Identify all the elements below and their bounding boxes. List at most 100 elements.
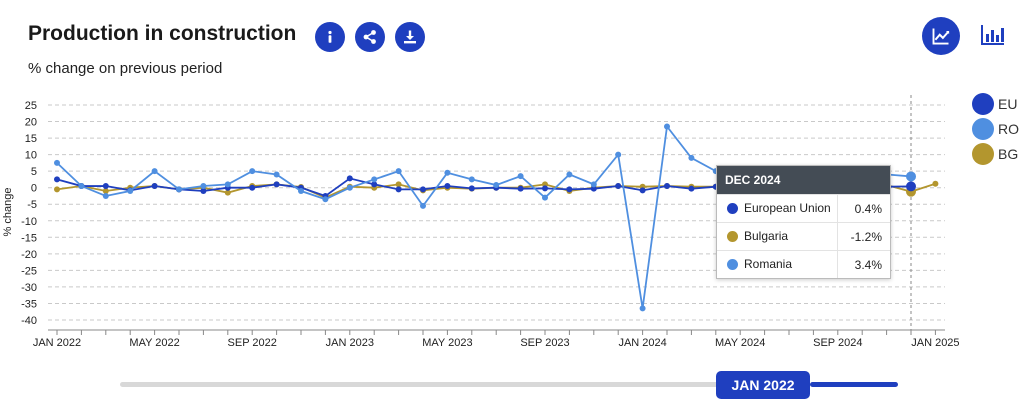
data-point-ro[interactable] bbox=[151, 168, 158, 175]
legend-marker-eu bbox=[972, 93, 994, 115]
x-tick-label: SEP 2022 bbox=[228, 337, 277, 349]
y-tick-label: 15 bbox=[25, 133, 37, 145]
data-point-ro[interactable] bbox=[639, 305, 646, 312]
data-point-ro[interactable] bbox=[688, 154, 695, 161]
data-point-ro[interactable] bbox=[273, 171, 280, 178]
bar-chart-icon bbox=[981, 25, 1004, 45]
data-point-eu[interactable] bbox=[346, 175, 353, 182]
data-point-ro[interactable] bbox=[493, 182, 500, 189]
data-point-eu[interactable] bbox=[273, 181, 280, 188]
data-point-eu[interactable] bbox=[54, 176, 60, 183]
data-point-bg[interactable] bbox=[102, 188, 109, 194]
download-button[interactable] bbox=[395, 22, 425, 52]
data-point-bg[interactable] bbox=[54, 186, 60, 193]
bar-view-button[interactable] bbox=[980, 22, 1006, 48]
data-point-eu[interactable] bbox=[517, 185, 524, 192]
data-point-eu[interactable] bbox=[468, 185, 475, 192]
data-point-ro[interactable] bbox=[371, 176, 378, 183]
x-tick-label: MAY 2023 bbox=[422, 337, 472, 349]
data-point-eu[interactable] bbox=[542, 185, 548, 192]
data-point-ro[interactable] bbox=[200, 183, 207, 190]
data-point-eu[interactable] bbox=[371, 181, 378, 188]
data-point-ro[interactable] bbox=[590, 181, 597, 188]
data-point-ro[interactable] bbox=[517, 173, 524, 180]
data-point-eu[interactable] bbox=[664, 183, 670, 190]
data-point-ro[interactable] bbox=[542, 194, 548, 201]
tooltip: DEC 2024 European Union 0.4% Bulgaria -1… bbox=[716, 165, 891, 279]
data-point-ro[interactable] bbox=[346, 184, 353, 191]
legend-label-eu: EU bbox=[998, 96, 1018, 112]
x-tick-label: JAN 2022 bbox=[33, 337, 81, 349]
data-point-eu[interactable] bbox=[249, 184, 256, 191]
data-point-bg[interactable] bbox=[224, 189, 231, 196]
data-point-eu[interactable] bbox=[688, 185, 695, 192]
tooltip-marker-eu bbox=[727, 203, 738, 214]
data-point-eu[interactable] bbox=[420, 186, 426, 193]
share-button[interactable] bbox=[355, 22, 385, 52]
data-point-eu[interactable] bbox=[444, 183, 451, 190]
y-tick-label: 0 bbox=[31, 183, 37, 195]
data-point-ro[interactable] bbox=[54, 159, 60, 166]
data-point-ro[interactable] bbox=[298, 188, 304, 194]
y-tick-label: -5 bbox=[27, 199, 37, 211]
y-tick-label: -10 bbox=[21, 216, 37, 228]
x-tick-label: JAN 2024 bbox=[618, 337, 666, 349]
y-tick-label: 10 bbox=[25, 150, 37, 162]
time-slider-track[interactable] bbox=[120, 382, 720, 387]
data-point-ro[interactable] bbox=[78, 183, 85, 190]
line-chart-icon bbox=[932, 28, 950, 45]
data-point-eu[interactable] bbox=[151, 183, 158, 190]
x-tick-label: MAY 2024 bbox=[715, 337, 765, 349]
data-point-ro[interactable] bbox=[566, 171, 573, 178]
axis-layer: 25 20 15 10 5 0 -5 -10 -15 -20 -25 -30 -35 -40 JAN 202… bbox=[21, 95, 960, 349]
y-axis-label: % change bbox=[2, 188, 14, 237]
data-point-ro[interactable] bbox=[395, 168, 402, 175]
data-point-ro[interactable] bbox=[322, 196, 329, 203]
legend-label-ro: RO bbox=[998, 121, 1019, 137]
data-point-ro[interactable] bbox=[249, 168, 256, 175]
data-point-eu[interactable] bbox=[395, 186, 402, 193]
data-point-bg[interactable] bbox=[932, 180, 939, 187]
tooltip-row-bg: Bulgaria -1.2% bbox=[717, 222, 890, 250]
data-point-eu[interactable] bbox=[906, 181, 916, 192]
tooltip-value: 0.4% bbox=[854, 201, 882, 216]
chart-subtitle: % change on previous period bbox=[28, 60, 223, 77]
legend-item-ro[interactable]: RO bbox=[972, 118, 1019, 140]
y-tick-label: -25 bbox=[21, 265, 37, 277]
legend-marker-bg bbox=[972, 143, 994, 165]
data-point-eu[interactable] bbox=[639, 187, 646, 194]
data-point-ro[interactable] bbox=[906, 171, 916, 182]
y-tick-label: -40 bbox=[21, 315, 37, 327]
data-point-ro[interactable] bbox=[444, 169, 451, 176]
line-view-button[interactable] bbox=[922, 17, 960, 55]
legend-label-bg: BG bbox=[998, 146, 1019, 162]
data-point-bg[interactable] bbox=[395, 181, 402, 188]
legend-item-eu[interactable]: EU bbox=[972, 93, 1017, 115]
data-point-ro[interactable] bbox=[420, 202, 426, 209]
data-point-ro[interactable] bbox=[664, 123, 670, 130]
y-tick-label: 5 bbox=[31, 166, 37, 178]
data-point-eu[interactable] bbox=[566, 186, 573, 193]
y-tick-label: -15 bbox=[21, 232, 37, 244]
data-point-eu[interactable] bbox=[590, 185, 597, 192]
tooltip-value: 3.4% bbox=[854, 257, 882, 272]
data-point-eu[interactable] bbox=[102, 183, 109, 190]
tooltip-row-eu: European Union 0.4% bbox=[717, 194, 890, 222]
data-point-ro[interactable] bbox=[468, 176, 475, 183]
data-point-eu[interactable] bbox=[200, 188, 207, 194]
y-tick-label: 25 bbox=[25, 100, 37, 112]
tooltip-marker-bg bbox=[727, 231, 738, 242]
legend-item-bg[interactable]: BG bbox=[972, 143, 1018, 165]
tooltip-label: European Union bbox=[744, 195, 838, 222]
x-tick-label: MAY 2022 bbox=[129, 337, 179, 349]
data-point-ro[interactable] bbox=[127, 188, 134, 194]
data-point-ro[interactable] bbox=[176, 186, 182, 193]
data-point-ro[interactable] bbox=[615, 151, 622, 158]
info-button[interactable] bbox=[315, 22, 345, 52]
data-point-ro[interactable] bbox=[102, 192, 109, 199]
chart-title: Production in construction bbox=[28, 22, 297, 45]
data-point-eu[interactable] bbox=[615, 183, 622, 190]
tooltip-marker-ro bbox=[727, 259, 738, 270]
data-point-ro[interactable] bbox=[224, 181, 231, 188]
time-slider-handle[interactable]: JAN 2022 bbox=[716, 371, 810, 399]
